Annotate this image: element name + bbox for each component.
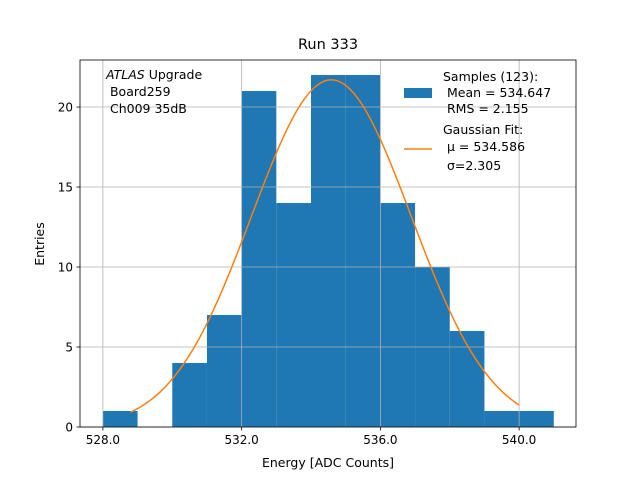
y-tick-label: 0 [65,421,73,435]
legend-fit-line: Gaussian Fit: [443,122,523,137]
board-label: Board259 [106,84,171,99]
x-tick-label: 540.0 [502,433,536,447]
y-tick-label: 20 [58,101,73,115]
legend-fit-line: μ = 534.586 [443,139,525,154]
histogram-bar [241,91,277,427]
y-tick-label: 5 [65,341,73,355]
legend-hist-line: Samples (123): [443,69,538,84]
histogram-bar [276,203,312,427]
gaussian-fit-curve [130,79,520,413]
annotation: ATLAS Upgrade Board259 Ch009 35dB [105,67,202,116]
x-axis-label: Energy [ADC Counts] [262,455,394,470]
channel-label: Ch009 35dB [106,101,187,116]
histogram-bar [102,411,138,427]
x-tick-label: 532.0 [224,433,258,447]
histogram-bar [345,75,381,427]
plot-frame [79,59,577,428]
atlas-label: ATLAS [105,67,145,82]
svg-text:ATLAS Upgrade: ATLAS Upgrade [105,67,202,82]
y-tick-label: 10 [58,261,73,275]
legend-hist-line: RMS = 2.155 [443,101,529,116]
histogram-bar [519,411,554,427]
histogram-bar [311,75,346,427]
upgrade-label: Upgrade [145,67,203,82]
y-tick-label: 15 [58,181,73,195]
y-axis-label: Entries [32,222,47,266]
legend-hist-swatch [404,88,432,98]
histogram-bar [380,203,416,427]
legend-hist-line: Mean = 534.647 [443,85,551,100]
histogram-bar [206,315,242,427]
legend-fit-line: σ=2.305 [443,158,501,173]
x-tick-label: 536.0 [363,433,397,447]
histogram-bar [484,411,520,427]
legend: Samples (123): Mean = 534.647 RMS = 2.15… [404,69,551,173]
x-tick-label: 528.0 [86,433,120,447]
chart-title: Run 333 [298,37,358,53]
histogram-bar [172,363,207,427]
